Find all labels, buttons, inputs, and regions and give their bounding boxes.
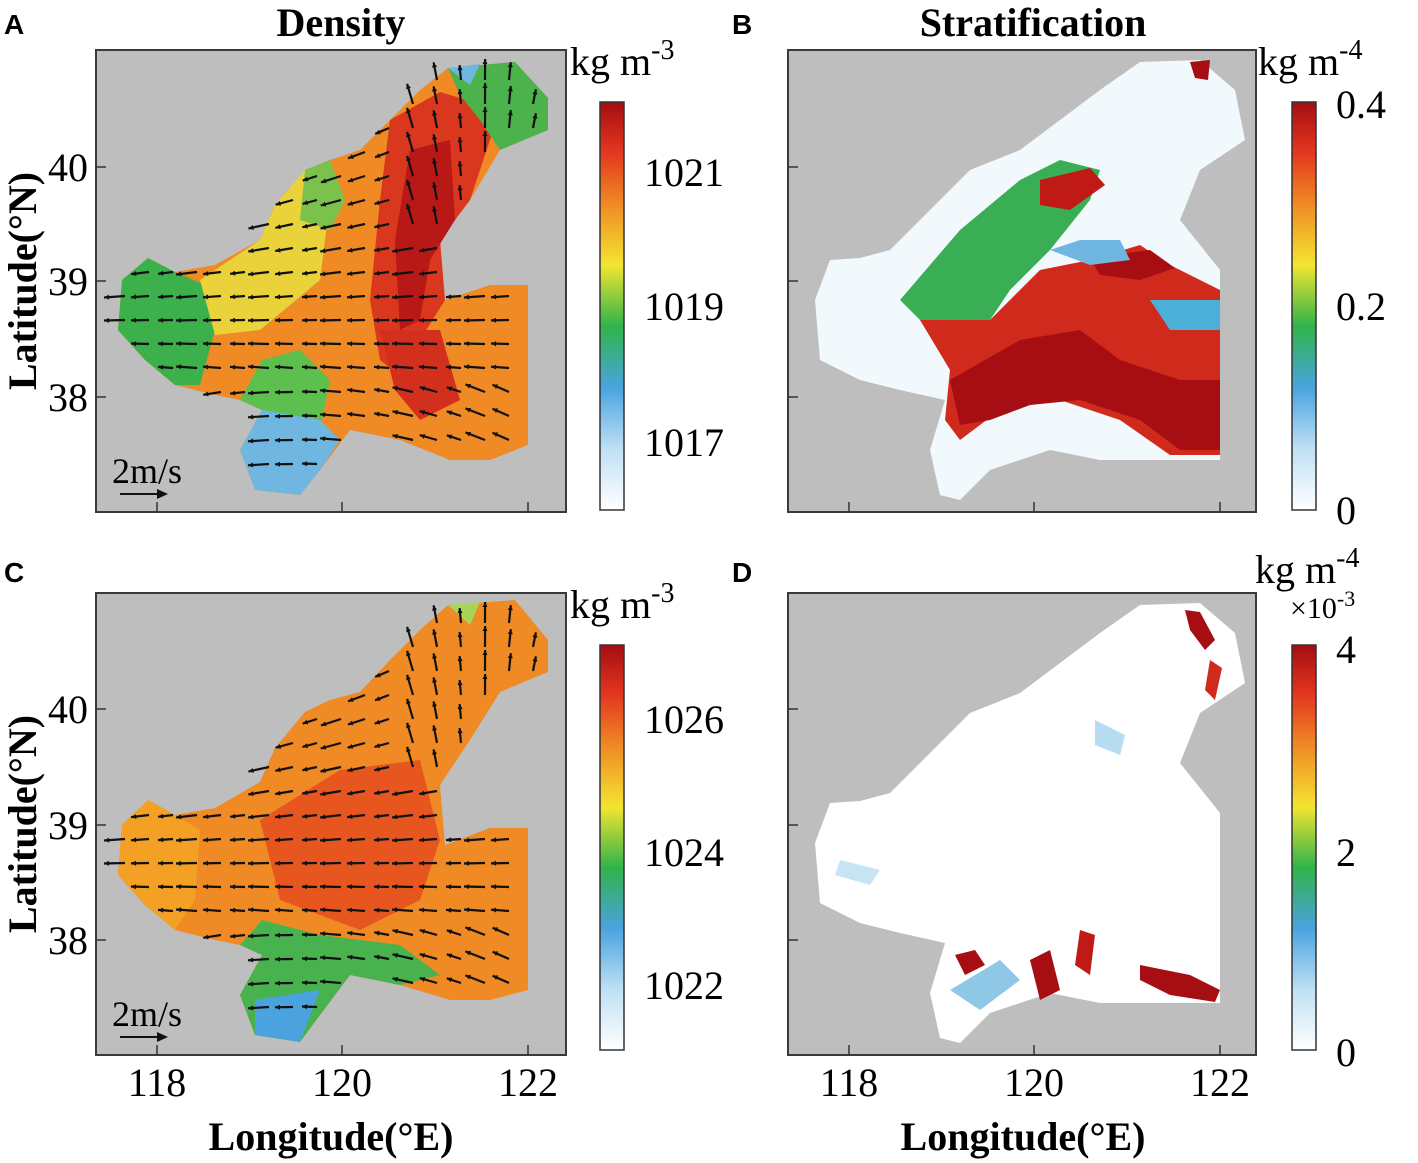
cbar-tick: 1022 bbox=[644, 963, 724, 1008]
y-tick: 39 bbox=[48, 803, 88, 848]
y-axis-label: Latitude(°N) bbox=[0, 715, 45, 933]
y-tick: 38 bbox=[48, 375, 88, 420]
cbar-unit-b: kg m-4 bbox=[1258, 35, 1362, 84]
cbar-tick: 1019 bbox=[644, 284, 724, 329]
colorbar-a bbox=[599, 101, 625, 511]
cbar-tick: 1024 bbox=[644, 830, 724, 875]
cbar-tick: 0.4 bbox=[1336, 82, 1386, 127]
y-tick: 38 bbox=[48, 918, 88, 963]
colorbar-c bbox=[599, 644, 625, 1051]
sea-stratification-field bbox=[815, 60, 1245, 500]
cbar-tick: 0.2 bbox=[1336, 284, 1386, 329]
x-tick: 122 bbox=[1190, 1060, 1250, 1105]
panel-letter: D bbox=[732, 557, 752, 588]
y-axis-c: 40 39 38 bbox=[48, 687, 106, 963]
x-tick: 118 bbox=[820, 1060, 879, 1105]
y-axis-label: Latitude(°N) bbox=[0, 172, 45, 390]
cbar-tick: 2 bbox=[1336, 830, 1356, 875]
x-axis-ticks bbox=[156, 502, 1221, 1055]
cbar-unit-d: kg m-4 bbox=[1255, 543, 1359, 592]
velocity-scale-label: 2m/s bbox=[112, 994, 182, 1034]
map-frame bbox=[787, 592, 1257, 1056]
cbar-tick: 1026 bbox=[644, 697, 724, 742]
velocity-scale-label: 2m/s bbox=[112, 451, 182, 491]
y-axis-a: 40 39 38 bbox=[48, 145, 106, 420]
cbar-tick: 1017 bbox=[644, 420, 724, 465]
velocity-scale-arrow bbox=[120, 489, 168, 499]
panel-c: 2m/s bbox=[95, 592, 567, 1056]
y-tick: 40 bbox=[48, 145, 88, 190]
cbar-unit-c: kg m-3 bbox=[570, 578, 674, 627]
x-axis-label: Longitude(°E) bbox=[901, 1114, 1146, 1159]
cbar-tick: 1021 bbox=[644, 150, 724, 195]
y-ticks-b-d bbox=[788, 166, 798, 941]
panel-letter: A bbox=[4, 9, 24, 40]
y-tick: 39 bbox=[48, 259, 88, 304]
panel-letter: B bbox=[732, 9, 752, 40]
colorbar-b bbox=[1291, 101, 1317, 511]
current-vector-arrows bbox=[103, 58, 538, 468]
colorbar-d bbox=[1291, 644, 1317, 1051]
x-axis-label: Longitude(°E) bbox=[209, 1114, 454, 1159]
x-tick: 120 bbox=[312, 1060, 372, 1105]
panel-a: 2m/s bbox=[95, 49, 567, 513]
panel-letter: C bbox=[4, 557, 24, 588]
panel-title: Density bbox=[277, 0, 406, 45]
x-tick: 118 bbox=[128, 1060, 187, 1105]
x-tick: 120 bbox=[1004, 1060, 1064, 1105]
cbar-multiplier-d: ×10-3 bbox=[1290, 586, 1355, 625]
sea-stratification-field bbox=[815, 603, 1245, 1043]
cbar-tick: 0 bbox=[1336, 488, 1356, 533]
panel-b bbox=[787, 49, 1257, 513]
x-tick: 122 bbox=[498, 1060, 558, 1105]
cbar-tick: 0 bbox=[1336, 1030, 1356, 1075]
map-frame bbox=[95, 592, 567, 1056]
velocity-scale-arrow bbox=[120, 1032, 168, 1042]
panel-title: Stratification bbox=[920, 0, 1147, 45]
cbar-tick: 4 bbox=[1336, 627, 1356, 672]
sea-density-field bbox=[118, 62, 548, 495]
panel-d bbox=[787, 592, 1257, 1056]
current-vector-arrows bbox=[103, 601, 538, 1011]
y-tick: 40 bbox=[48, 687, 88, 732]
cbar-unit-a: kg m-3 bbox=[570, 35, 674, 84]
